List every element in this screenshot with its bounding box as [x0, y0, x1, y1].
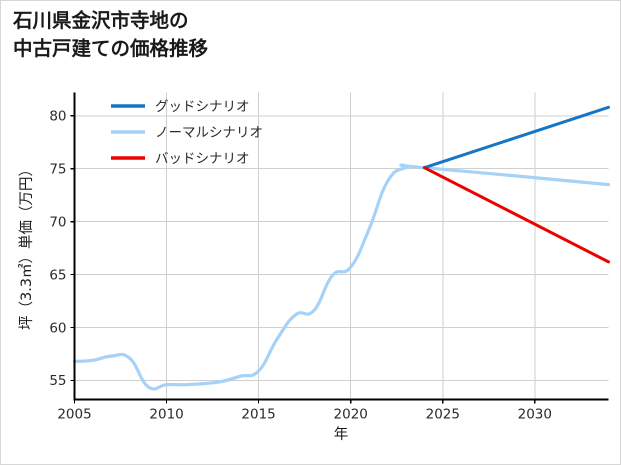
x-axis-ticks: 2005 2010 2015 2020 2025 2030: [57, 399, 552, 423]
x-tick-label: 2030: [518, 407, 552, 423]
y-tick-label: 65: [49, 267, 66, 283]
series-line-2: [422, 166, 610, 264]
x-axis-title: 年: [334, 426, 349, 443]
series-group: [72, 105, 611, 391]
x-tick-label: 2010: [149, 407, 183, 423]
legend-label-2: バッドシナリオ: [155, 151, 250, 167]
x-tick-label: 2020: [334, 407, 368, 423]
y-tick-label: 60: [49, 320, 66, 336]
x-tick-label: 2025: [426, 407, 460, 423]
x-tick-label: 2015: [241, 407, 275, 423]
y-axis-title: 坪（3.3㎡）単価（万円）: [18, 162, 35, 330]
legend-label-0: グッドシナリオ: [155, 99, 250, 115]
y-axis-ticks: 55 60 65 70 75 80: [49, 109, 75, 389]
x-tick-label: 2005: [57, 407, 91, 423]
y-tick-label: 75: [49, 162, 66, 178]
chart-title: 石川県金沢市寺地の 中古戸建ての価格推移: [13, 10, 209, 61]
y-tick-label: 80: [49, 109, 66, 125]
y-tick-label: 55: [49, 373, 66, 389]
series-line-0: [422, 105, 610, 170]
legend-label-1: ノーマルシナリオ: [155, 125, 263, 141]
series-line-1: [72, 163, 611, 391]
y-tick-label: 70: [49, 215, 66, 231]
